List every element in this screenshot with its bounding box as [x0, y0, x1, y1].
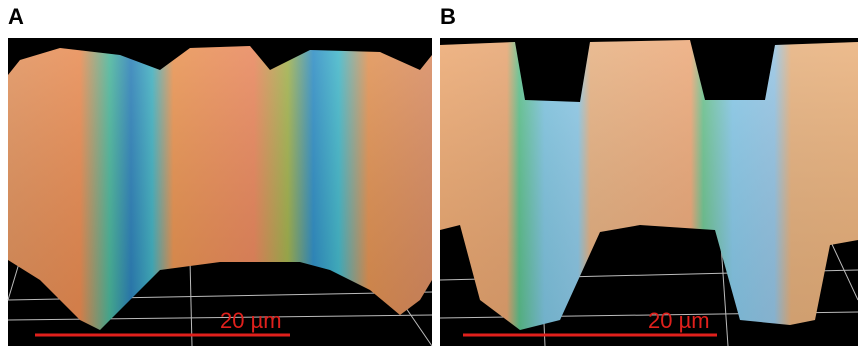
scale-label: 20 µm [220, 308, 282, 333]
panel-label: A [8, 4, 24, 29]
figure: A 20 µm B 20 µm [0, 0, 858, 346]
panel-label: B [440, 4, 456, 29]
scale-label: 20 µm [648, 308, 710, 333]
